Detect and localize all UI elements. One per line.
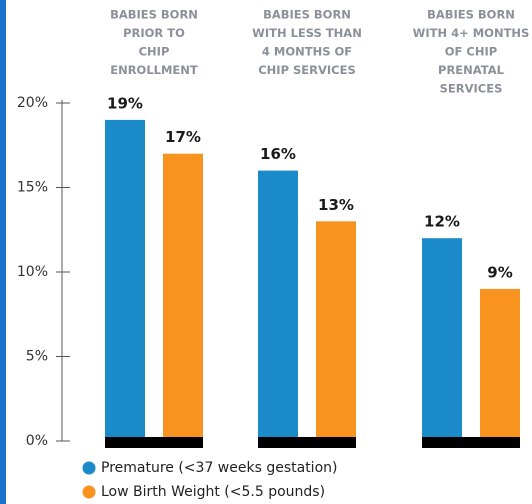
category-label: PRIOR TO xyxy=(123,26,185,40)
value-label: 19% xyxy=(107,94,143,112)
legend-swatch xyxy=(82,485,96,499)
bar xyxy=(422,238,462,441)
category-label: PRENATAL xyxy=(438,63,505,77)
group-base xyxy=(422,437,520,448)
value-label: 13% xyxy=(318,196,354,214)
category-label: SERVICES xyxy=(440,82,503,96)
y-tick-label: 10% xyxy=(17,264,48,280)
legend-swatch xyxy=(82,461,96,475)
category-label: ENROLLMENT xyxy=(110,63,198,77)
category-label: WITH LESS THAN xyxy=(252,26,362,40)
group-base xyxy=(105,437,203,448)
side-strip xyxy=(0,0,6,504)
category-label: CHIP SERVICES xyxy=(258,63,356,77)
category-label: BABIES BORN xyxy=(263,8,351,22)
group-base xyxy=(258,437,356,448)
bar xyxy=(163,153,203,441)
value-label: 17% xyxy=(165,128,201,146)
value-label: 16% xyxy=(260,145,296,163)
category-label: 4 MONTHS OF xyxy=(262,45,352,59)
bar xyxy=(105,119,145,442)
category-label: OF CHIP xyxy=(445,45,497,59)
y-tick-label: 15% xyxy=(17,180,48,196)
y-tick-label: 5% xyxy=(26,349,48,365)
y-tick-label: 20% xyxy=(17,95,48,111)
bar xyxy=(316,221,356,441)
value-label: 12% xyxy=(424,213,460,231)
legend-label: Premature (<37 weeks gestation) xyxy=(101,460,337,476)
category-label: BABIES BORN xyxy=(110,8,198,22)
bar xyxy=(480,288,520,441)
category-label: BABIES BORN xyxy=(427,8,515,22)
value-label: 9% xyxy=(487,263,512,281)
y-tick-label: 0% xyxy=(26,433,48,449)
category-label: CHIP xyxy=(139,45,170,59)
legend-label: Low Birth Weight (<5.5 pounds) xyxy=(101,484,325,500)
bar xyxy=(258,170,298,441)
category-label: WITH 4+ MONTHS xyxy=(413,26,530,40)
